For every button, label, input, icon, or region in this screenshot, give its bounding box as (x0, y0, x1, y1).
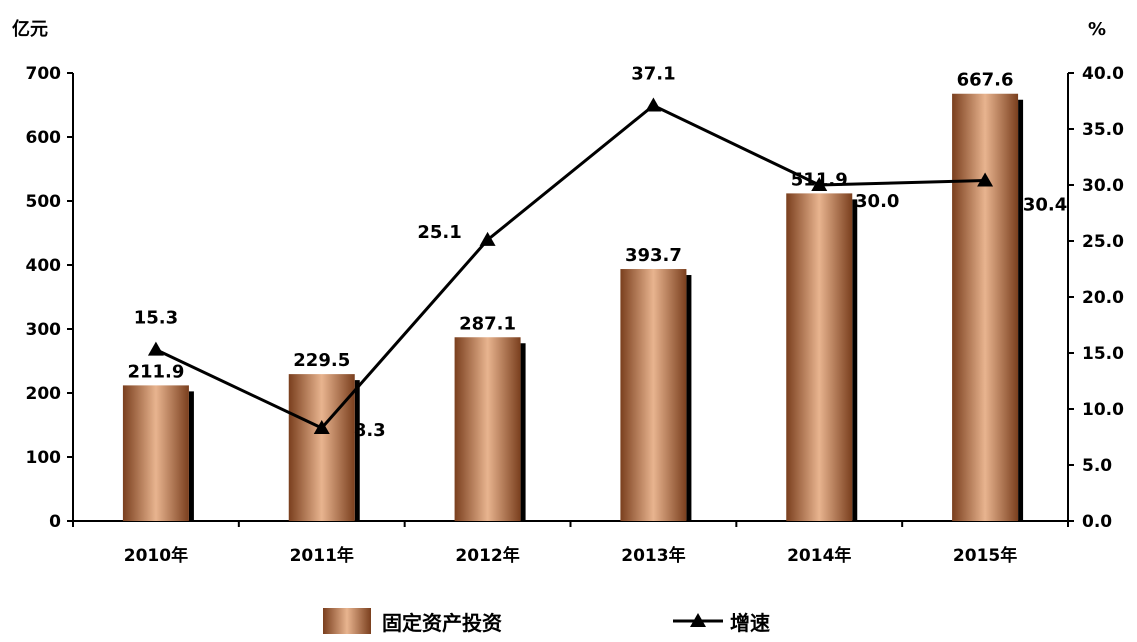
growth-marker (313, 420, 330, 435)
legend: 固定资产投资 增速 (323, 608, 770, 635)
x-tick-label: 2014年 (787, 545, 851, 566)
growth-marker (479, 231, 496, 246)
x-tick-label: 2013年 (621, 545, 685, 566)
bar-shadow (520, 343, 526, 521)
bar (454, 337, 521, 521)
x-tick-label: 2012年 (455, 545, 519, 566)
right-tick-label: 30.0 (1082, 176, 1124, 196)
left-tick-label: 200 (26, 384, 62, 404)
growth-value-label: 8.3 (354, 420, 386, 441)
growth-value-label: 15.3 (134, 308, 178, 329)
legend-line-marker (690, 613, 706, 627)
bar-shadow (852, 199, 858, 521)
growth-value-label: 30.4 (1023, 195, 1067, 216)
x-tick-label: 2010年 (124, 545, 188, 566)
right-tick-label: 15.0 (1082, 344, 1124, 364)
bar (122, 385, 189, 521)
bar (786, 193, 853, 521)
growth-value-label: 25.1 (417, 222, 461, 243)
left-tick-label: 300 (26, 320, 62, 340)
right-tick-label: 40.0 (1082, 64, 1124, 84)
growth-value-label: 37.1 (631, 63, 675, 84)
bar-shadow (686, 275, 692, 521)
left-tick-label: 600 (26, 128, 62, 148)
bar-value-label: 211.9 (127, 361, 184, 382)
bar (620, 269, 687, 521)
left-tick-label: 0 (49, 512, 61, 532)
right-tick-label: 10.0 (1082, 400, 1124, 420)
growth-value-label: 30.0 (855, 191, 899, 212)
right-tick-label: 0.0 (1082, 512, 1112, 532)
legend-line-label: 增速 (730, 611, 770, 635)
left-tick-label: 700 (26, 64, 62, 84)
right-tick-label: 20.0 (1082, 288, 1124, 308)
bar-shadow (188, 391, 194, 521)
bar (952, 93, 1019, 522)
bar-value-label: 667.6 (957, 70, 1014, 91)
right-axis-unit: % (1088, 19, 1106, 40)
right-tick-label: 35.0 (1082, 120, 1124, 140)
left-tick-label: 400 (26, 256, 62, 276)
bar-value-label: 229.5 (293, 350, 350, 371)
x-tick-label: 2015年 (953, 545, 1017, 566)
bar-shadow (354, 380, 360, 521)
legend-bar-label: 固定资产投资 (382, 611, 502, 635)
growth-marker (977, 172, 994, 187)
growth-marker (645, 97, 662, 112)
legend-bar-swatch (323, 608, 371, 634)
growth-marker (811, 177, 828, 191)
bar (288, 374, 355, 521)
growth-marker (147, 341, 164, 356)
left-axis-unit: 亿元 (12, 18, 48, 40)
right-tick-label: 5.0 (1082, 456, 1112, 476)
bar-shadow (1018, 99, 1024, 522)
bar-value-label: 393.7 (625, 245, 682, 266)
left-tick-label: 500 (26, 192, 62, 212)
growth-line (155, 103, 986, 430)
x-tick-label: 2011年 (290, 545, 354, 566)
left-tick-label: 100 (26, 448, 62, 468)
right-tick-label: 25.0 (1082, 232, 1124, 252)
bar-value-label: 287.1 (459, 313, 516, 334)
